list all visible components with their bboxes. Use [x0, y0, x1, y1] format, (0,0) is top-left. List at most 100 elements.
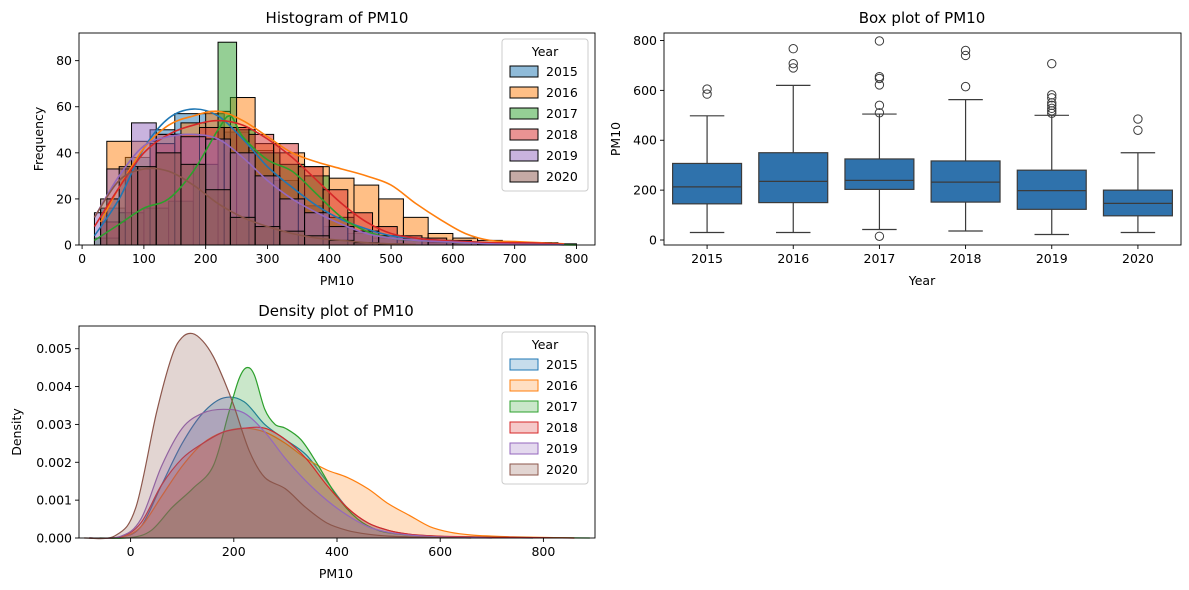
- histogram-legend-label: 2016: [546, 85, 578, 100]
- histogram-legend: Year 2015 2016 2017 2018 2019 2020: [501, 38, 589, 192]
- histogram-legend-label: 2015: [546, 64, 578, 79]
- boxplot-y-tick-label: 0: [649, 233, 657, 248]
- density-line-2018: [89, 426, 575, 539]
- density-x-tick-label: 800: [531, 544, 555, 559]
- histogram-legend-title: Year: [531, 44, 559, 59]
- density-area-2017: [99, 367, 590, 539]
- box-flier: [1047, 58, 1057, 69]
- density-y-tick-label: 0.000: [36, 531, 72, 546]
- box-2016: [758, 44, 829, 234]
- density-title: Density plot of PM10: [258, 302, 414, 320]
- histogram-axes-frame: [78, 32, 596, 246]
- box-flier: [1047, 103, 1057, 114]
- histogram-kde-line-2018: [93, 119, 565, 246]
- boxplot-x-tick-label: 2020: [1122, 251, 1154, 266]
- histogram-legend-swatch: [509, 170, 539, 183]
- density-line-2020: [84, 332, 472, 540]
- box-flier: [1133, 125, 1143, 135]
- histogram-legend-label: 2017: [546, 106, 578, 121]
- density-x-axis-label: PM10: [319, 566, 353, 581]
- density-legend-swatch: [509, 421, 539, 434]
- histogram-x-tick-label: 200: [194, 251, 218, 266]
- density-legend-swatch: [509, 463, 539, 476]
- density-x-tick-label: 600: [428, 544, 452, 559]
- box-flier: [960, 50, 971, 61]
- density-area-2016: [89, 428, 575, 539]
- boxplot-axes-frame: [663, 32, 1182, 246]
- boxplot-y-tick-label: 800: [633, 33, 657, 48]
- density-y-tick-label: 0.005: [36, 341, 72, 356]
- histogram-kde-line-2016: [99, 110, 565, 245]
- histogram-x-tick-label: 300: [256, 251, 280, 266]
- boxplot-x-tick-label: 2017: [864, 251, 896, 266]
- density-y-tick-label: 0.002: [36, 455, 72, 470]
- density-legend-label: 2020: [546, 462, 578, 477]
- histogram-y-tick-label: 60: [56, 99, 72, 114]
- histogram-x-tick-label: 0: [78, 251, 86, 266]
- density-x-tick-label: 0: [127, 544, 135, 559]
- density-legend-label: 2016: [546, 378, 578, 393]
- box-flier: [702, 89, 712, 99]
- boxplot-x-tick-label: 2015: [691, 251, 723, 266]
- histogram-legend-swatch: [509, 149, 539, 162]
- histogram-x-tick-label: 700: [503, 251, 527, 266]
- density-area-2015: [89, 397, 534, 539]
- density-line-2019: [89, 408, 492, 539]
- box-2018: [930, 45, 1001, 232]
- histogram-x-tick-label: 500: [379, 251, 403, 266]
- histogram-y-axis-label: Frequency: [31, 106, 46, 171]
- density-area-2018: [89, 427, 575, 539]
- box-flier: [788, 58, 798, 69]
- boxplot-y-tick-label: 400: [633, 133, 657, 148]
- boxplot-x-tick-label: 2019: [1036, 251, 1068, 266]
- box-body: [844, 158, 915, 190]
- histogram-legend-swatch: [509, 128, 539, 141]
- density-x-tick-label: 400: [325, 544, 349, 559]
- box-flier: [960, 81, 971, 92]
- density-plot-area: 0 200 400 600 800 0.000 0.001 0.002 0.003 0.004 0.…: [36, 325, 596, 559]
- histogram-series-2020: [100, 152, 404, 246]
- box-body: [930, 160, 1001, 203]
- histogram-title: Histogram of PM10: [266, 9, 409, 27]
- density-legend-swatch: [509, 442, 539, 455]
- boxplot-panel: Box plot of PM10 2015 2016 2017 2018 2019 202…: [608, 9, 1182, 288]
- histogram-legend-swatch: [509, 65, 539, 78]
- box-body: [1016, 169, 1087, 210]
- histogram-y-tick-label: 40: [56, 145, 72, 160]
- density-y-tick-label: 0.001: [36, 493, 72, 508]
- box-flier: [874, 100, 885, 111]
- box-flier: [1047, 93, 1057, 103]
- boxplot-y-tick-label: 600: [633, 83, 657, 98]
- boxplot-x-tick-label: 2018: [950, 251, 982, 266]
- box-flier: [960, 45, 971, 56]
- histogram-y-tick-label: 80: [56, 53, 72, 68]
- density-legend-swatch: [509, 379, 539, 392]
- histogram-legend-label: 2018: [546, 127, 578, 142]
- box-2019: [1016, 58, 1087, 236]
- density-x-tick-label: 200: [222, 544, 246, 559]
- box-body: [672, 162, 743, 205]
- box-flier: [1133, 114, 1143, 124]
- histogram-kde-line-2019: [93, 133, 565, 246]
- density-area-2019: [89, 409, 492, 539]
- box-body: [758, 152, 829, 204]
- box-2020: [1102, 114, 1173, 234]
- histogram-x-tick-label: 100: [132, 251, 156, 266]
- density-legend-label: 2018: [546, 420, 578, 435]
- density-legend-swatch: [509, 358, 539, 371]
- box-flier: [1047, 90, 1057, 100]
- box-flier: [874, 71, 885, 82]
- box-flier: [788, 44, 798, 54]
- box-flier: [1047, 100, 1057, 111]
- histogram-bar-2020: [180, 163, 207, 246]
- histogram-x-tick-label: 800: [565, 251, 589, 266]
- density-legend-swatch: [509, 400, 539, 413]
- boxplot-plot-area: 2015 2016 2017 2018 2019 2020 0 200 400 600 800: [633, 32, 1182, 266]
- density-legend-label: 2017: [546, 399, 578, 414]
- boxplot-y-tick-label: 200: [633, 183, 657, 198]
- density-legend-label: 2015: [546, 357, 578, 372]
- density-y-tick-label: 0.003: [36, 417, 72, 432]
- boxplot-x-tick-label: 2016: [777, 251, 809, 266]
- boxplot-title: Box plot of PM10: [859, 9, 985, 27]
